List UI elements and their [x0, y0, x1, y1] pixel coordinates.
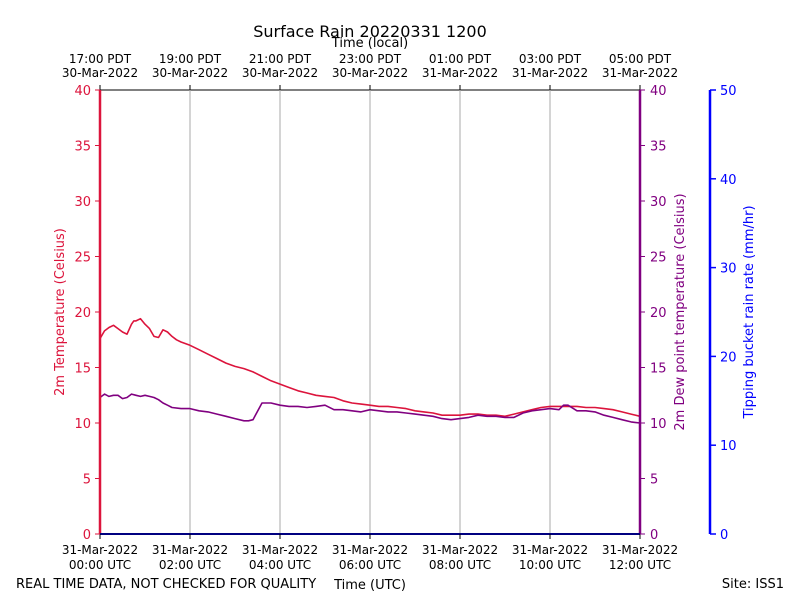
- left-axis-label: 2m Temperature (Celsius): [53, 228, 68, 396]
- rain-y-tick-label: 10: [720, 439, 737, 454]
- right-y-tick-label: 5: [650, 473, 658, 488]
- left-y-tick-label: 5: [83, 473, 91, 488]
- left-y-tick-label: 25: [74, 251, 91, 266]
- right-y-tick-label: 30: [650, 195, 667, 210]
- left-y-tick-label: 35: [74, 140, 91, 155]
- left-y-tick-label: 10: [74, 417, 91, 432]
- top-tick-label-date: 30-Mar-2022: [62, 66, 138, 80]
- x-tick-label-date: 31-Mar-2022: [602, 543, 678, 557]
- right-y-tick-label: 0: [650, 528, 658, 543]
- rain-y-tick-label: 50: [720, 84, 737, 99]
- top-tick-label-time: 17:00 PDT: [69, 52, 132, 66]
- x-axis-label: Time (UTC): [333, 578, 406, 593]
- left-y-tick-label: 20: [74, 306, 91, 321]
- top-tick-label-time: 21:00 PDT: [249, 52, 312, 66]
- top-tick-label-date: 31-Mar-2022: [602, 66, 678, 80]
- left-y-tick-label: 40: [74, 84, 91, 99]
- right-y-tick-label: 20: [650, 306, 667, 321]
- top-axis-label: Time (local): [331, 36, 408, 51]
- top-tick-label-date: 30-Mar-2022: [332, 66, 408, 80]
- x-tick-label-time: 12:00 UTC: [609, 558, 671, 572]
- x-tick-label-date: 31-Mar-2022: [242, 543, 318, 557]
- rain-axis-label: Tipping bucket rain rate (mm/hr): [742, 205, 757, 419]
- rain-y-tick-label: 40: [720, 173, 737, 188]
- top-tick-label-time: 01:00 PDT: [429, 52, 492, 66]
- x-tick-label-date: 31-Mar-2022: [152, 543, 228, 557]
- site-label: Site: ISS1: [722, 577, 784, 592]
- top-tick-label-time: 03:00 PDT: [519, 52, 582, 66]
- x-tick-label-time: 02:00 UTC: [159, 558, 221, 572]
- top-tick-label-time: 19:00 PDT: [159, 52, 222, 66]
- top-tick-label-time: 05:00 PDT: [609, 52, 672, 66]
- x-tick-label-date: 31-Mar-2022: [422, 543, 498, 557]
- x-tick-label-time: 10:00 UTC: [519, 558, 581, 572]
- quality-notice: REAL TIME DATA, NOT CHECKED FOR QUALITY: [16, 577, 316, 592]
- top-tick-label-date: 31-Mar-2022: [512, 66, 588, 80]
- x-tick-label-time: 06:00 UTC: [339, 558, 401, 572]
- grid-lines: [189, 90, 551, 534]
- right-y-tick-label: 15: [650, 362, 667, 377]
- right-y-tick-label: 35: [650, 140, 667, 155]
- right-axis-label: 2m Dew point temperature (Celsius): [673, 193, 688, 430]
- x-tick-label-time: 08:00 UTC: [429, 558, 491, 572]
- right-y-tick-label: 40: [650, 84, 667, 99]
- temperature-series-line: [99, 317, 641, 418]
- series-lines: [99, 317, 641, 424]
- x-tick-label-date: 31-Mar-2022: [512, 543, 588, 557]
- top-tick-label-date: 30-Mar-2022: [242, 66, 318, 80]
- top-tick-label-time: 23:00 PDT: [339, 52, 402, 66]
- dewpoint-series-line: [99, 393, 641, 424]
- rain-y-tick-label: 20: [720, 350, 737, 365]
- x-tick-label-time: 00:00 UTC: [69, 558, 131, 572]
- right-y-tick-label: 10: [650, 417, 667, 432]
- x-tick-label-date: 31-Mar-2022: [62, 543, 138, 557]
- left-y-tick-label: 30: [74, 195, 91, 210]
- right-y-tick-label: 25: [650, 251, 667, 266]
- left-y-tick-label: 0: [83, 528, 91, 543]
- rain-y-tick-label: 0: [720, 528, 728, 543]
- top-tick-label-date: 30-Mar-2022: [152, 66, 228, 80]
- left-y-tick-label: 15: [74, 362, 91, 377]
- rain-y-tick-label: 30: [720, 262, 737, 277]
- top-tick-label-date: 31-Mar-2022: [422, 66, 498, 80]
- chart-title: Surface Rain 20220331 1200: [253, 22, 487, 41]
- x-tick-label-time: 04:00 UTC: [249, 558, 311, 572]
- x-tick-label-date: 31-Mar-2022: [332, 543, 408, 557]
